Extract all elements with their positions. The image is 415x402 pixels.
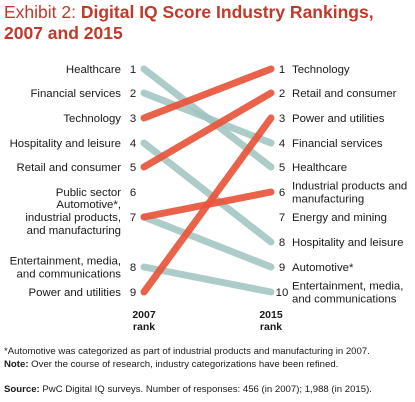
left-rank-1: 1 [130, 64, 136, 76]
title-main: Digital IQ Score Industry Rankings, 2007… [4, 2, 374, 43]
right-rank-3: 3 [279, 113, 285, 125]
left-label-rank-9: Power and utilities [29, 287, 122, 299]
left-label-rank-3: Technology [63, 113, 121, 125]
right-label-rank-9: Automotive* [292, 262, 354, 274]
slope-line-2-to-4 [140, 89, 275, 147]
right-rank-9: 9 [279, 262, 285, 274]
note-label: Note: [4, 359, 29, 370]
chart-title: Exhibit 2: Digital IQ Score Industry Ran… [4, 2, 409, 44]
left-rank-8: 8 [130, 262, 136, 274]
right-rank-8: 8 [279, 237, 285, 249]
right-label-rank-4: Financial services [292, 138, 383, 150]
slope-line-4-to-8 [140, 139, 275, 246]
footnote: *Automotive was categorized as part of i… [4, 346, 370, 357]
note-text: Over the course of research, industry ca… [28, 359, 339, 370]
right-rank-4: 4 [279, 138, 285, 150]
right-rank-1: 1 [279, 64, 285, 76]
right-rank-7: 7 [279, 212, 285, 224]
right-label-rank-7: Energy and mining [292, 212, 387, 224]
exhibit-label: Exhibit 2: [4, 2, 76, 22]
right-rank-5: 5 [279, 162, 285, 174]
left-label-rank-6: Public sector [56, 187, 121, 199]
slope-line-7-to-9 [140, 213, 275, 271]
right-rank-10: 10 [276, 287, 289, 299]
column-label-2015: 2015 rank [259, 309, 283, 333]
left-label-rank-7: Automotive*, industrial products, and manu… [25, 199, 121, 237]
chart-notes: *Automotive was categorized as part of i… [4, 345, 412, 371]
right-label-rank-3: Power and utilities [292, 113, 385, 125]
slope-chart: Healthcare 1 Financial services 2 Technology… [10, 64, 408, 333]
left-rank-9: 9 [130, 287, 136, 299]
right-rank-2: 2 [279, 88, 285, 100]
left-rank-4: 4 [130, 138, 136, 150]
left-rank-5: 5 [130, 162, 136, 174]
column-label-2007: 2007 rank [132, 309, 156, 333]
right-label-rank-8: Hospitality and leisure [292, 237, 403, 249]
slope-line-5-to-2 [140, 89, 275, 171]
left-label-rank-1: Healthcare [66, 64, 121, 76]
note: Note: Over the course of research, indus… [4, 358, 412, 371]
left-rank-7: 7 [130, 212, 136, 224]
left-label-rank-4: Hospitality and leisure [10, 138, 121, 150]
left-rank-2: 2 [130, 88, 136, 100]
source-text: PwC Digital IQ surveys. Number of respon… [39, 384, 372, 395]
right-label-rank-1: Technology [292, 64, 350, 76]
slope-line-8-to-10 [140, 263, 275, 296]
left-rank-6: 6 [130, 187, 136, 199]
left-rank-3: 3 [130, 113, 136, 125]
source: Source: PwC Digital IQ surveys. Number o… [4, 383, 412, 396]
left-label-rank-5: Retail and consumer [17, 162, 122, 174]
right-label-rank-5: Healthcare [292, 162, 347, 174]
slope-line-3-to-1 [140, 65, 275, 122]
slope-line-9-to-3 [140, 114, 275, 296]
right-label-rank-6: Industrial products and manufacturing [292, 180, 407, 205]
left-label-rank-8: Entertainment, media, and communications [10, 255, 122, 280]
right-label-rank-10: Entertainment, media, and communications [292, 280, 403, 305]
right-rank-6: 6 [279, 187, 285, 199]
left-label-rank-2: Financial services [30, 88, 121, 100]
right-label-rank-2: Retail and consumer [292, 88, 397, 100]
source-label: Source: [4, 384, 40, 395]
